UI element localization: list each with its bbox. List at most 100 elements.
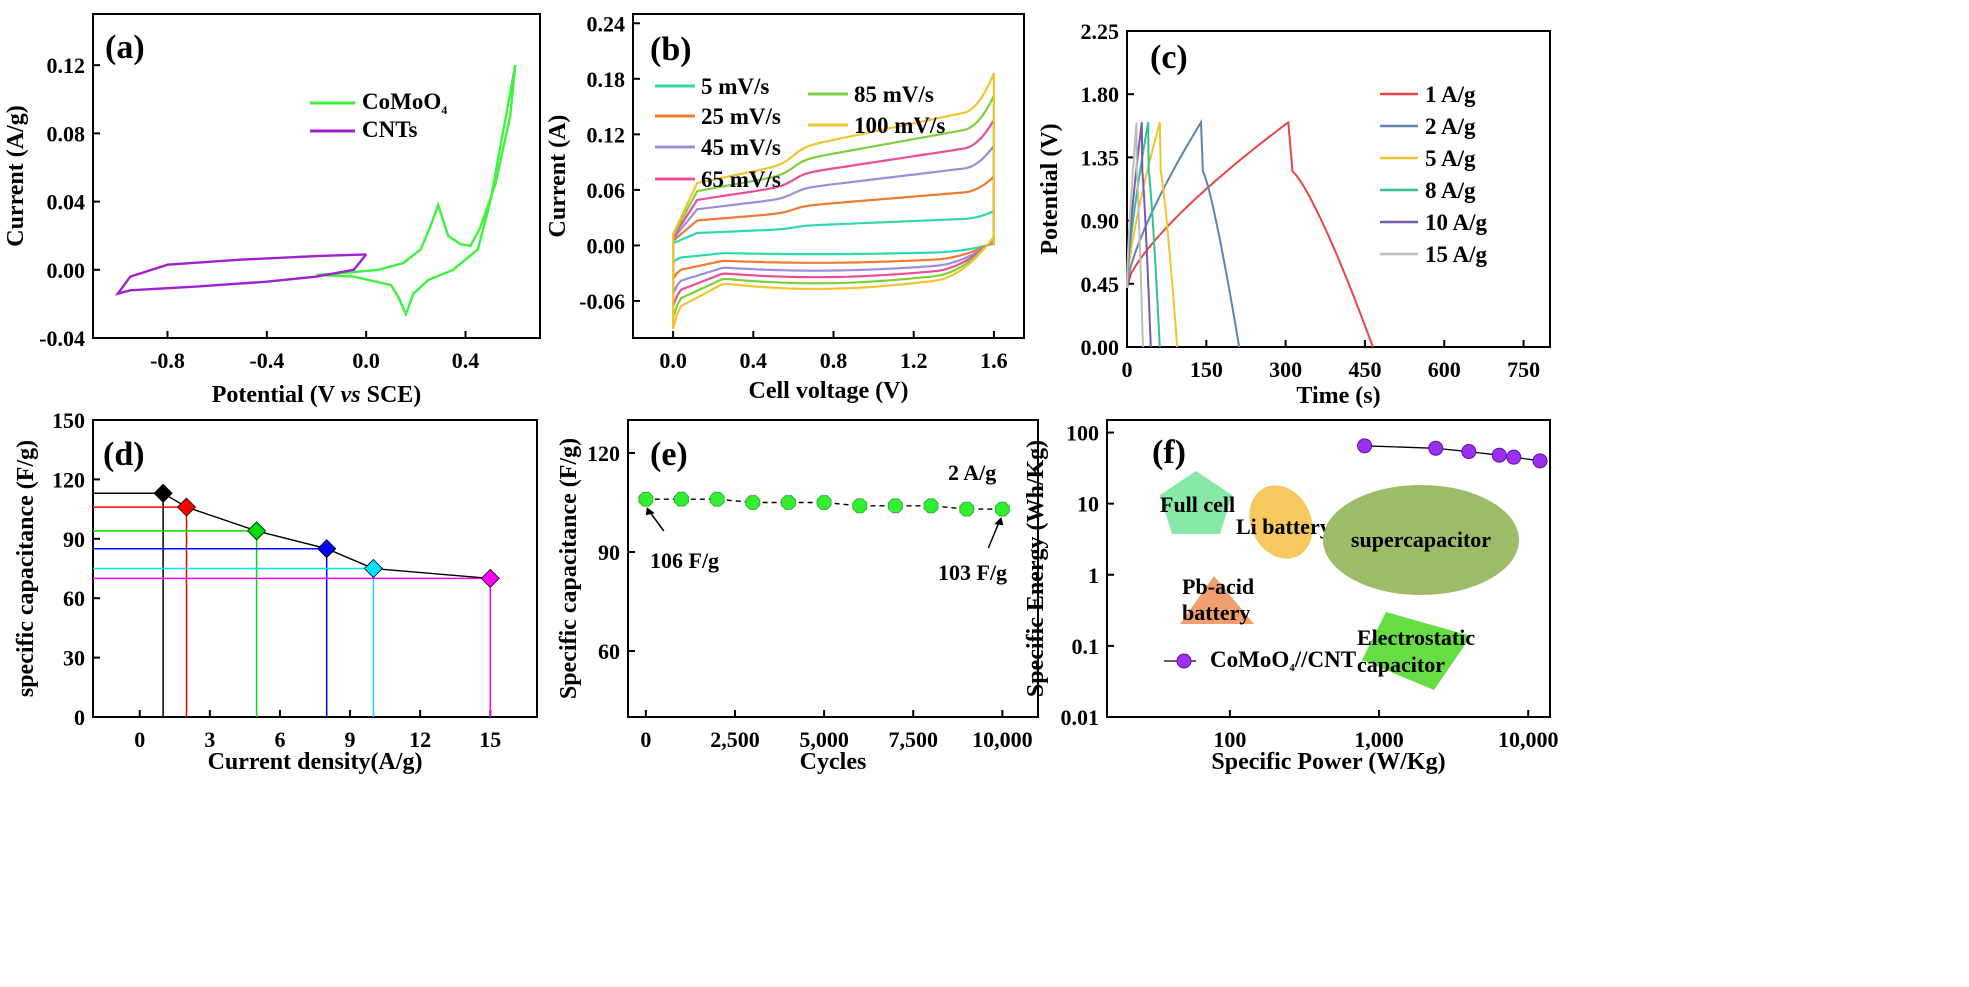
y-tick-label: 1.35: [1081, 145, 1120, 170]
series-line-15 A/g: [1126, 122, 1144, 348]
x-tick-label: 9: [345, 727, 356, 752]
legend-label: 10 A/g: [1425, 210, 1487, 235]
y-tick-label: 0.00: [587, 233, 626, 258]
data-point-diamond: [176, 497, 197, 517]
data-point: [1428, 440, 1444, 456]
y-tick-label: 0.01: [1061, 705, 1100, 730]
x-tick-label: 2,500: [710, 727, 760, 752]
data-point-diamond: [153, 483, 173, 503]
legend-label: 5 A/g: [1425, 146, 1476, 171]
data-point: [1357, 438, 1373, 454]
y-tick-label: 60: [598, 639, 620, 664]
y-tick-label: 0.45: [1081, 272, 1120, 297]
y-tick-label: 0.12: [47, 53, 86, 78]
x-tick-label: 3: [204, 727, 215, 752]
x-tick-label: 5,000: [799, 727, 849, 752]
panel-f: 100 1,000 10,000 0.01 0.1 1 10 100 Specific Ener…: [1023, 419, 1559, 775]
region-electrostatic: [1362, 612, 1471, 690]
data-point-octagon: [745, 495, 761, 510]
legend-label: 25 mV/s: [701, 104, 781, 129]
x-tick-label: 12: [409, 727, 431, 752]
legend-label: 85 mV/s: [854, 82, 934, 107]
data-point-octagon: [959, 501, 975, 517]
legend-label: 5 mV/s: [701, 74, 769, 99]
x-tick-label: 1,000: [1354, 727, 1404, 752]
panel-label: (a): [105, 29, 145, 66]
x-axis-label: Potential (V vs SCE): [212, 382, 422, 408]
data-point-octagon: [888, 498, 903, 514]
data-point-octagon: [816, 495, 832, 510]
panel-label: (c): [1150, 39, 1188, 76]
series-line-8 A/g: [1126, 122, 1161, 348]
x-tick-label: 0.8: [820, 348, 848, 373]
x-tick-label: 0.4: [452, 348, 480, 373]
x-axis-label: Cell voltage (V): [749, 378, 909, 404]
series-line-100 mV/s: [672, 72, 995, 329]
legend-label: 2 A/g: [1425, 114, 1476, 139]
series-line-CNTs: [114, 253, 368, 296]
region-label-pb-acid-2: battery: [1182, 600, 1250, 625]
series-line-5 A/g: [1126, 122, 1179, 348]
x-tick-label: 10,000: [1498, 727, 1559, 752]
annotation-arrowhead: [994, 517, 1004, 526]
x-axis-label-part: SCE): [361, 382, 422, 408]
data-point-diamond: [480, 568, 500, 588]
annotation-final: 103 F/g: [938, 560, 1007, 585]
annotation-initial: 106 F/g: [650, 548, 719, 573]
x-tick-label: 150: [1190, 357, 1223, 382]
y-tick-label: 0.18: [587, 67, 626, 92]
y-tick-label: 0.04: [47, 190, 86, 215]
y-tick-label: 0.00: [47, 258, 86, 283]
y-tick-label: 90: [63, 527, 85, 552]
x-tick-label: 1.6: [980, 348, 1008, 373]
data-point-octagon: [781, 495, 796, 510]
x-tick-label: 10,000: [972, 727, 1033, 752]
y-tick-label: 30: [63, 646, 85, 671]
panel-label: (d): [103, 436, 145, 473]
y-axis-label: specific capacitance (F/g): [13, 440, 39, 697]
legend-label-sub: 4: [441, 103, 447, 117]
data-point: [1506, 449, 1522, 465]
region-label-full-cell: Full cell: [1160, 492, 1235, 517]
annotation-current-density: 2 A/g: [948, 460, 996, 485]
x-tick-label: 0: [134, 727, 145, 752]
x-tick-label: 300: [1269, 357, 1302, 382]
x-axis-label: Specific Power (W/Kg): [1211, 749, 1445, 775]
x-tick-label: 100: [1213, 727, 1246, 752]
x-tick-label: 1.2: [900, 348, 928, 373]
x-tick-label: 0.4: [740, 348, 768, 373]
legend-label: CoMoO4//CNT: [1210, 647, 1356, 674]
legend-swatch-marker: [1176, 653, 1192, 669]
y-tick-label: 0.08: [47, 121, 86, 146]
x-tick-label: 450: [1348, 357, 1381, 382]
y-tick-label: 1: [1088, 563, 1099, 588]
series-line: [645, 498, 1003, 510]
y-tick-label: 0: [74, 705, 85, 730]
x-tick-label: 6: [274, 727, 285, 752]
data-point-octagon: [852, 498, 868, 514]
legend-label: 65 mV/s: [701, 167, 781, 192]
data-point-octagon: [994, 501, 1010, 517]
x-axis-label-part: vs: [341, 382, 361, 408]
y-tick-label: -0.04: [39, 326, 85, 351]
x-tick-label: 0.0: [352, 348, 380, 373]
legend-label: CoMoO4: [362, 89, 447, 117]
data-point-octagon: [923, 498, 939, 514]
y-tick-label: 10: [1077, 492, 1099, 517]
y-tick-label: 0.24: [587, 11, 626, 36]
panel-label: (f): [1152, 434, 1186, 471]
y-tick-label: 0.90: [1081, 209, 1120, 234]
region-pb-acid: [1180, 576, 1254, 624]
data-point-diamond: [363, 558, 383, 579]
x-tick-label: 600: [1428, 357, 1461, 382]
legend-label-suffix: //CNT: [1294, 647, 1356, 672]
series-line-CoMoO4: [316, 64, 517, 318]
panel-label: (e): [650, 436, 688, 473]
panel-c: 0 150 300 450 600 750 0.00 0.45 0.90 1.35 1.80 2.25…: [1037, 19, 1551, 409]
x-axis-label: Current density(A/g): [208, 749, 423, 775]
plot-frame: [92, 13, 541, 339]
region-label-supercapacitor: supercapacitor: [1351, 527, 1491, 552]
data-point-diamond: [317, 539, 337, 559]
region-label-electrostatic-1: Electrostatic: [1357, 625, 1475, 650]
